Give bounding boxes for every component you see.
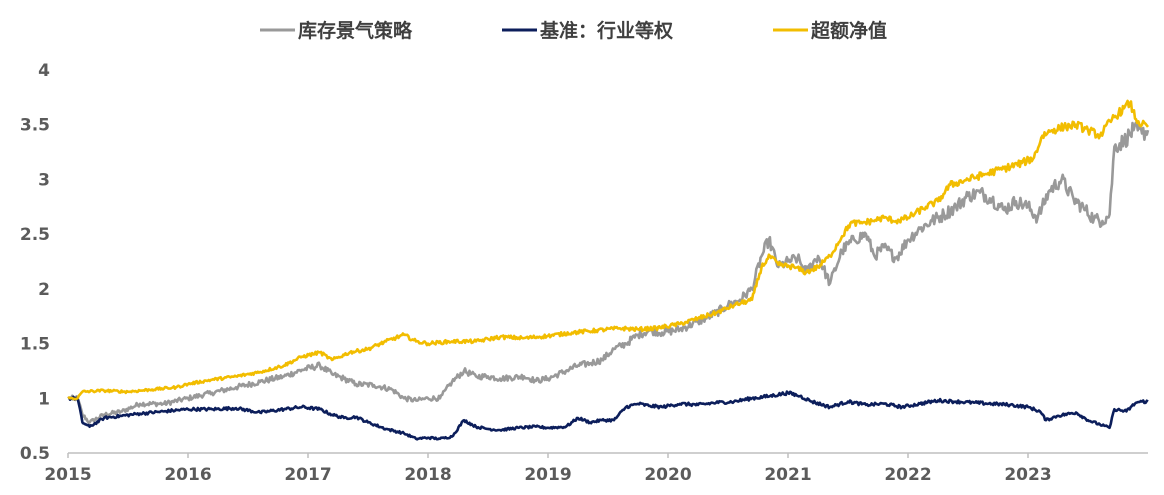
x-tick-label: 2017 xyxy=(284,465,331,485)
x-tick-label: 2019 xyxy=(524,465,571,485)
y-tick-label: 2.5 xyxy=(20,225,50,245)
x-tick-label: 2022 xyxy=(884,465,931,485)
x-tick-label: 2020 xyxy=(644,465,691,485)
legend-item-inventory-strategy: 库存景气策略 xyxy=(260,19,413,42)
legend-label-benchmark: 基准：行业等权 xyxy=(539,19,673,42)
y-tick-label: 1 xyxy=(38,389,50,409)
legend-item-excess-nav: 超额净值 xyxy=(773,19,887,42)
y-tick-label: 3.5 xyxy=(20,116,50,136)
y-tick-label: 3 xyxy=(38,170,50,190)
x-tick-label: 2018 xyxy=(404,465,451,485)
legend-label-excess-nav: 超额净值 xyxy=(810,19,887,42)
inventory-strategy-line xyxy=(67,121,1150,424)
y-tick-label: 1.5 xyxy=(20,335,50,355)
x-tick-label: 2021 xyxy=(764,465,811,485)
x-tick-label: 2023 xyxy=(1004,465,1051,485)
x-tick-label: 2016 xyxy=(164,465,211,485)
y-axis: 0.5 1 1.5 2 2.5 3 3.5 4 xyxy=(20,61,50,464)
legend-item-benchmark: 基准：行业等权 xyxy=(502,19,673,42)
series-layer xyxy=(67,99,1150,441)
x-tick-label: 2015 xyxy=(44,465,91,485)
excess-nav-line xyxy=(67,99,1150,401)
benchmark-line xyxy=(67,390,1149,441)
legend-label-inventory-strategy: 库存景气策略 xyxy=(298,19,413,42)
y-tick-label: 4 xyxy=(38,61,50,81)
legend: 库存景气策略 基准：行业等权 超额净值 xyxy=(260,19,887,42)
x-axis: 2015 2016 2017 2018 2019 2020 2021 2022 2023 xyxy=(44,452,1148,485)
y-tick-label: 0.5 xyxy=(20,444,50,464)
y-tick-label: 2 xyxy=(38,280,50,300)
